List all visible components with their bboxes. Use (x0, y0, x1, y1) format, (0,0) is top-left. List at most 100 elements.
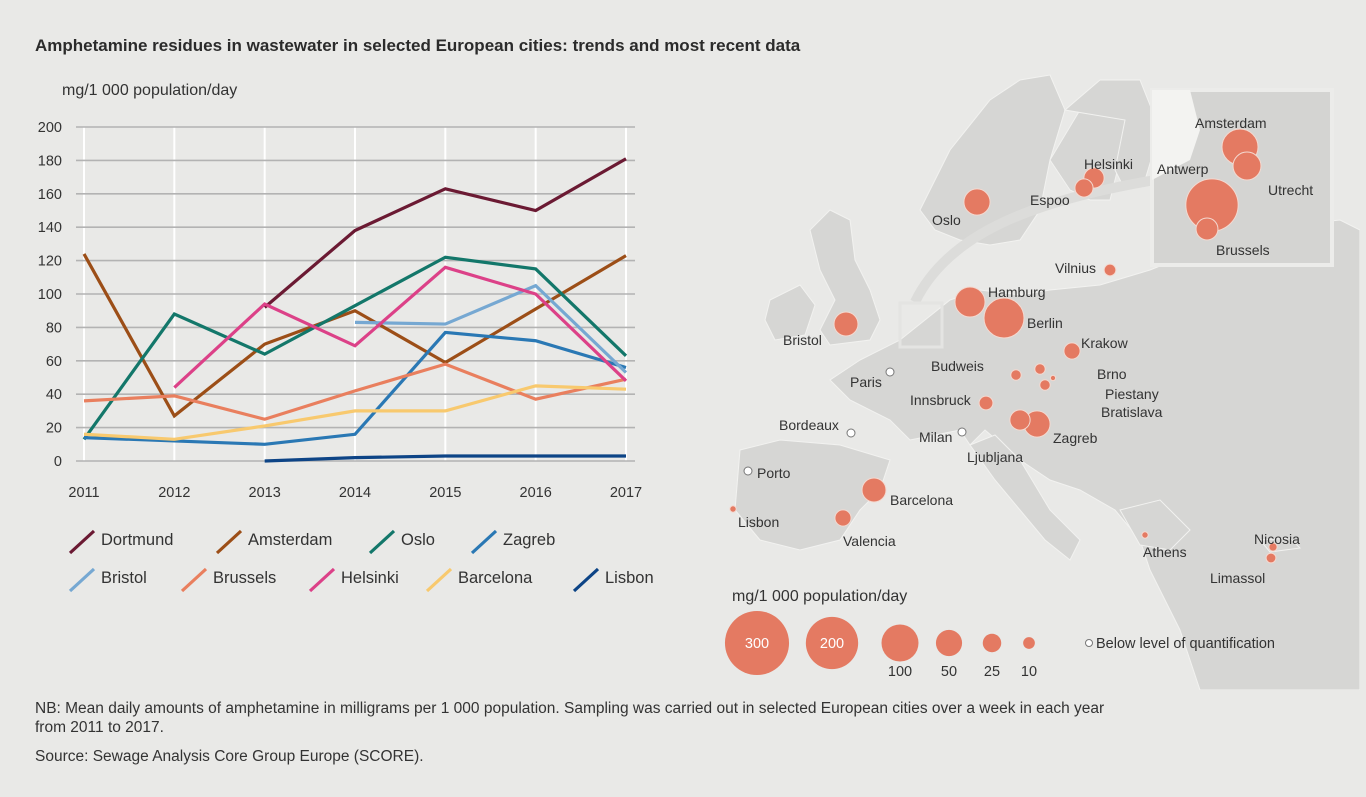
city-label-nicosia: Nicosia (1254, 531, 1300, 547)
city-label-hamburg: Hamburg (988, 284, 1046, 300)
legend-swatch (215, 529, 243, 555)
city-label-bordeaux: Bordeaux (779, 417, 839, 433)
x-tick-label: 2014 (339, 485, 371, 501)
footnote-line-2: from 2011 to 2017. (35, 719, 164, 736)
series-line-helsinki (173, 265, 628, 389)
land-shape (764, 284, 816, 341)
x-tick-label: 2017 (610, 485, 642, 501)
city-label-ljubljana: Ljubljana (967, 449, 1023, 465)
city-bubble-ljubljana (1009, 409, 1031, 431)
city-label-espoo: Espoo (1030, 192, 1070, 208)
series-line-dortmund (263, 157, 627, 309)
y-tick-label: 180 (38, 153, 62, 169)
legend-label: Zagreb (503, 531, 556, 549)
series-line-bristol (354, 283, 628, 374)
below-loq-marker-milan (957, 427, 967, 437)
legend-label: Amsterdam (248, 531, 333, 549)
city-bubble-limassol (1265, 552, 1277, 564)
land-shape (734, 439, 891, 551)
legend-swatch (368, 529, 396, 555)
city-label-berlin: Berlin (1027, 315, 1063, 331)
city-label-porto: Porto (757, 465, 791, 481)
legend-size-label: 100 (888, 664, 912, 680)
city-label-limassol: Limassol (1210, 570, 1265, 586)
city-bubble-nicosia (1268, 542, 1278, 552)
city-label-innsbruck: Innsbruck (910, 392, 972, 408)
series-line-lisbon (264, 454, 626, 463)
legend-bubble-100 (881, 624, 919, 662)
city-bubble-barcelona (861, 477, 887, 503)
city-bubble-oslo (963, 188, 991, 216)
y-tick-label: 20 (46, 421, 62, 437)
city-bubble-hamburg (954, 286, 986, 318)
city-label-bristol: Bristol (783, 332, 822, 348)
legend-size-label: 300 (745, 636, 769, 652)
city-label-utrecht: Utrecht (1268, 182, 1313, 198)
y-tick-label: 40 (46, 387, 62, 403)
inset-sea (1152, 90, 1200, 180)
y-tick-label: 140 (38, 220, 62, 236)
city-label-brussels: Brussels (1216, 242, 1270, 258)
y-tick-label: 100 (38, 287, 62, 303)
inset-source-box (898, 301, 944, 349)
city-bubble-espoo (1074, 178, 1094, 198)
below-loq-marker-paris (885, 367, 895, 377)
map-legend-title: mg/1 000 population/day (732, 588, 907, 605)
line-chart: 2011 2012 2013 2014 2015 2016 2017 0 20 40 60 80 100… (38, 120, 642, 501)
series-line-amsterdam (82, 253, 627, 419)
legend-bubble-200 (805, 616, 859, 670)
legend-bubble-300 (724, 610, 790, 676)
x-tick-label: 2015 (429, 485, 461, 501)
land-shape (969, 434, 1081, 561)
city-bubble-brussels (1195, 217, 1219, 241)
legend-label: Helsinki (341, 569, 399, 587)
city-label-brno: Brno (1097, 366, 1127, 382)
y-tick-label: 160 (38, 187, 62, 203)
legend-bubble-25 (982, 633, 1002, 653)
city-bubble-lisbon (729, 505, 737, 513)
city-bubble-berlin (983, 297, 1025, 339)
x-tick-label: 2012 (158, 485, 190, 501)
city-label-lisbon: Lisbon (738, 514, 779, 530)
series-line-oslo (82, 255, 628, 441)
europe-bubble-map: Oslo Helsinki Espoo Amsterdam Utrecht Antwerp… (724, 74, 1360, 690)
city-label-valencia: Valencia (843, 533, 896, 549)
legend-bubble-10 (1023, 637, 1035, 649)
legend-size-label: 10 (1021, 664, 1037, 680)
land-shape (829, 219, 1360, 690)
below-loq-marker-porto (743, 466, 753, 476)
city-label-athens: Athens (1143, 544, 1187, 560)
city-bubble-bratislava (1039, 379, 1051, 391)
legend-label: Oslo (401, 531, 435, 549)
chart-title: Amphetamine residues in wastewater in se… (35, 36, 801, 55)
legend-swatch (308, 567, 336, 593)
legend-size-label: 200 (820, 636, 844, 652)
y-tick-label: 80 (46, 320, 62, 336)
city-label-helsinki: Helsinki (1084, 156, 1133, 172)
y-tick-label: 120 (38, 254, 62, 270)
legend-swatch (68, 567, 96, 593)
city-bubble-athens (1141, 531, 1149, 539)
x-tick-label: 2011 (68, 485, 99, 501)
city-bubble-krakow (1063, 342, 1081, 360)
below-loq-legend-label: Below level of quantification (1096, 636, 1275, 652)
y-tick-label: 60 (46, 354, 62, 370)
legend-swatch (572, 567, 600, 593)
city-bubble-bristol (833, 311, 859, 337)
city-label-vilnius: Vilnius (1055, 260, 1096, 276)
legend-label: Dortmund (101, 531, 174, 549)
city-bubble-brno (1034, 363, 1046, 375)
legend-swatch (68, 529, 96, 555)
city-label-krakow: Krakow (1081, 335, 1129, 351)
series-line-barcelona (83, 384, 627, 441)
legend-swatch (180, 567, 208, 593)
city-label-zagreb: Zagreb (1053, 430, 1098, 446)
city-bubbles (729, 128, 1278, 564)
legend-bubble-50 (935, 629, 963, 657)
land-shape (1119, 499, 1191, 551)
series-line-brussels (83, 362, 627, 421)
legend-swatch (425, 567, 453, 593)
x-tick-label: 2013 (249, 485, 281, 501)
city-bubble-budweis (1010, 369, 1022, 381)
legend-swatch (470, 529, 498, 555)
